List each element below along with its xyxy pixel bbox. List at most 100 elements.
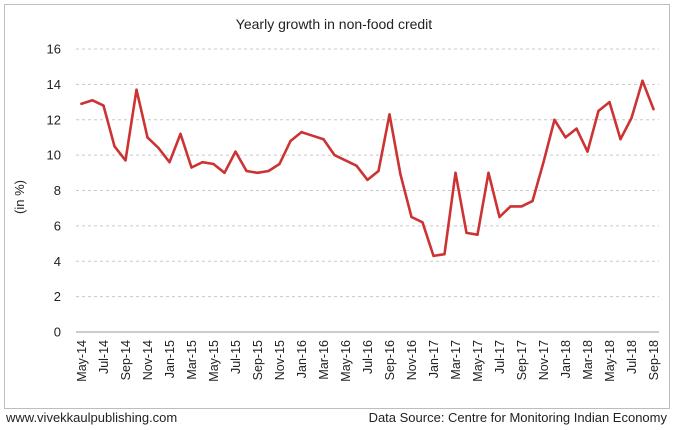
website-credit: www.vivekkaulpublishing.com (6, 410, 178, 425)
data-point (344, 159, 347, 162)
data-point (641, 79, 644, 83)
y-tick-label: 12 (47, 112, 61, 127)
data-point (608, 100, 611, 104)
data-point (102, 104, 105, 107)
data-point (564, 136, 567, 139)
x-tick-label: Jan-17 (427, 340, 441, 378)
x-tick-label: Nov-15 (273, 340, 287, 380)
x-tick-label: May-18 (603, 340, 617, 382)
data-point (542, 161, 545, 164)
data-point (487, 171, 490, 175)
data-point (355, 164, 358, 167)
data-point (212, 162, 215, 166)
data-point (531, 199, 534, 203)
x-tick-label: May-15 (207, 340, 221, 382)
data-point (377, 169, 380, 173)
x-tick-label: Sep-14 (119, 340, 133, 380)
data-point (652, 107, 655, 111)
data-point (135, 88, 138, 91)
data-point (509, 205, 512, 208)
x-tick-label: Jan-15 (163, 340, 177, 378)
data-point (553, 118, 556, 121)
data-point (476, 233, 479, 236)
data-point (146, 136, 149, 139)
data-point (597, 109, 600, 113)
chart-title: Yearly growth in non-food credit (236, 16, 432, 32)
data-point (399, 173, 402, 176)
data-point (465, 231, 468, 235)
data-point (432, 254, 435, 258)
data-point (113, 145, 116, 148)
x-tick-label: Jul-18 (625, 340, 639, 374)
y-axis-ticks: 0 2 4 6 8 10 12 14 16 (47, 42, 61, 340)
y-tick-label: 16 (47, 42, 61, 57)
chart-frame: Yearly growth in non-food credit (in %) … (4, 4, 670, 409)
x-tick-label: Nov-16 (405, 340, 419, 380)
data-point (520, 205, 523, 208)
data-point (619, 138, 622, 141)
x-tick-label: Nov-14 (141, 340, 155, 380)
data-point (179, 132, 182, 136)
data-point (168, 161, 171, 164)
x-tick-label: Jul-15 (229, 340, 243, 374)
x-axis-ticks: May-14 Jul-14 Sep-14 Nov-14 Jan-15 Mar-15 May-… (75, 340, 661, 382)
x-tick-label: Mar-18 (581, 340, 595, 380)
series-line (80, 79, 655, 258)
y-axis-label: (in %) (12, 180, 27, 214)
gridlines (76, 48, 659, 298)
data-point (201, 161, 204, 164)
x-tick-label: Jul-17 (493, 340, 507, 374)
y-tick-label: 6 (54, 218, 61, 233)
x-tick-label: Jan-18 (559, 340, 573, 378)
data-point (124, 159, 127, 162)
x-tick-label: Sep-17 (515, 340, 529, 380)
y-tick-label: 4 (54, 254, 61, 269)
data-point (80, 102, 83, 106)
y-tick-label: 8 (54, 183, 61, 198)
data-point (630, 116, 633, 120)
data-point (245, 169, 248, 173)
x-tick-label: Sep-16 (383, 340, 397, 380)
data-point (575, 127, 578, 130)
x-tick-label: Nov-17 (537, 340, 551, 380)
y-tick-label: 14 (47, 77, 61, 92)
data-point (289, 139, 292, 143)
data-point (157, 146, 160, 150)
data-point (278, 162, 281, 166)
data-point (454, 171, 457, 175)
y-tick-label: 10 (47, 148, 61, 163)
data-point (388, 113, 391, 116)
x-tick-label: Sep-15 (251, 340, 265, 380)
y-tick-label: 2 (54, 289, 61, 304)
data-point (498, 215, 501, 219)
x-tick-label: Jul-16 (361, 340, 375, 374)
data-point (223, 171, 226, 175)
y-tick-label: 0 (54, 325, 61, 340)
x-tick-label: Mar-17 (449, 340, 463, 380)
data-point (421, 221, 424, 224)
line-chart: Yearly growth in non-food credit (in %) … (12, 16, 661, 382)
x-tick-label: Jul-14 (97, 340, 111, 374)
data-point (322, 138, 325, 141)
data-point (256, 171, 259, 175)
data-point (190, 166, 193, 169)
data-point (586, 150, 589, 153)
x-tick-label: Sep-18 (647, 340, 661, 380)
data-point (91, 99, 94, 102)
data-point (333, 153, 336, 157)
series-layer (80, 79, 655, 258)
x-tick-label: May-16 (339, 340, 353, 382)
x-tick-label: May-14 (75, 340, 89, 382)
data-point (267, 169, 270, 173)
data-point (366, 178, 369, 182)
data-point (410, 215, 413, 219)
data-point (311, 134, 314, 137)
x-tick-label: Mar-16 (317, 340, 331, 380)
data-point (300, 130, 303, 134)
x-tick-label: Mar-15 (185, 340, 199, 380)
x-tick-label: May-17 (471, 340, 485, 382)
data-point (443, 252, 446, 256)
x-tick-label: Jan-16 (295, 340, 309, 378)
data-point (234, 150, 237, 153)
data-source-note: Data Source: Centre for Monitoring India… (368, 410, 667, 425)
